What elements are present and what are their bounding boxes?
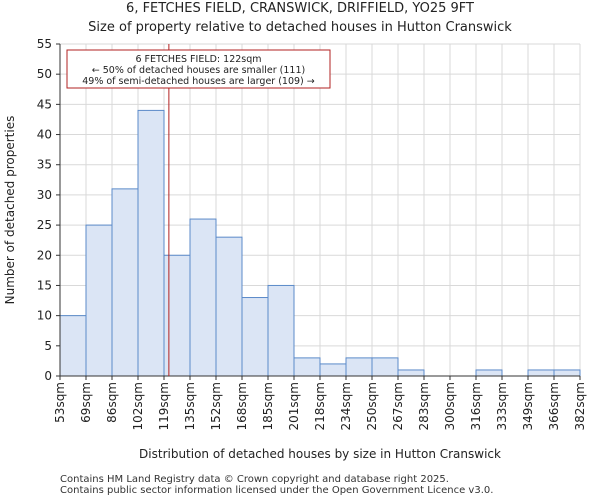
- x-tick-label: 333sqm: [495, 382, 509, 430]
- y-tick-label: 0: [44, 369, 52, 383]
- x-tick-label: 382sqm: [573, 382, 587, 430]
- histogram-bar: [85, 224, 113, 377]
- x-tick-label: 300sqm: [443, 382, 457, 430]
- y-tick-label: 25: [37, 218, 52, 232]
- y-tick-label: 30: [37, 188, 52, 202]
- histogram-bar: [267, 284, 295, 377]
- histogram-bar: [215, 236, 243, 377]
- x-tick-label: 283sqm: [417, 382, 431, 430]
- x-tick-label: 152sqm: [209, 382, 223, 430]
- annotation-title: 6 FETCHES FIELD: 122sqm: [135, 54, 261, 65]
- histogram-chart: 0 5 10 15 20 25 30 35 40 45 50 55 53sqm 69sqm 86sqm 102…: [3, 37, 587, 461]
- y-tick-label: 20: [37, 248, 52, 262]
- y-tick-label: 50: [37, 67, 52, 81]
- histogram-bar: [241, 297, 269, 377]
- histogram-bar: [293, 357, 321, 377]
- footer-copyright: Contains HM Land Registry data © Crown c…: [60, 474, 449, 485]
- histogram-bar: [371, 357, 399, 377]
- chart-subtitle: Size of property relative to detached ho…: [88, 20, 512, 35]
- histogram-bar: [59, 315, 87, 377]
- x-tick-label: 316sqm: [469, 382, 483, 430]
- x-tick-label: 168sqm: [235, 382, 249, 430]
- x-axis-label: Distribution of detached houses by size …: [139, 447, 501, 461]
- y-axis-label: Number of detached properties: [3, 116, 17, 305]
- y-tick-label: 40: [37, 128, 52, 142]
- x-tick-label: 218sqm: [313, 382, 327, 430]
- histogram-bar: [163, 254, 191, 377]
- annotation-larger: 49% of semi-detached houses are larger (…: [82, 76, 315, 87]
- histogram-bar: [553, 369, 581, 377]
- x-tick-label: 69sqm: [79, 382, 93, 423]
- x-tick-label: 135sqm: [183, 382, 197, 430]
- histogram-bar: [345, 357, 373, 377]
- x-tick-label: 185sqm: [261, 382, 275, 430]
- annotation-smaller: ← 50% of detached houses are smaller (11…: [92, 65, 305, 76]
- y-tick-label: 5: [44, 339, 52, 353]
- x-tick-label: 102sqm: [131, 382, 145, 430]
- histogram-bar: [319, 363, 347, 377]
- x-tick-label: 349sqm: [521, 382, 535, 430]
- histogram-bar: [137, 109, 165, 377]
- y-tick-label: 55: [37, 37, 52, 51]
- y-tick-label: 15: [37, 278, 52, 292]
- histogram-bar: [111, 188, 139, 377]
- y-tick-label: 35: [37, 158, 52, 172]
- annotation-box: [66, 49, 331, 89]
- y-tick-label: 45: [37, 97, 52, 111]
- x-tick-label: 119sqm: [157, 382, 171, 430]
- x-tick-label: 53sqm: [53, 382, 67, 423]
- x-tick-label: 234sqm: [339, 382, 353, 430]
- histogram-bar: [475, 369, 503, 377]
- x-tick-label: 86sqm: [105, 382, 119, 423]
- histogram-bar: [397, 369, 425, 377]
- x-tick-label: 250sqm: [365, 382, 379, 430]
- y-tick-label: 10: [37, 309, 52, 323]
- x-tick-label: 366sqm: [547, 382, 561, 430]
- histogram-bar: [527, 369, 555, 377]
- x-tick-label: 267sqm: [391, 382, 405, 430]
- chart-title: 6, FETCHES FIELD, CRANSWICK, DRIFFIELD, …: [126, 1, 474, 16]
- histogram-bar: [189, 218, 217, 377]
- footer-licence: Contains public sector information licen…: [60, 485, 494, 496]
- x-tick-label: 201sqm: [287, 382, 301, 430]
